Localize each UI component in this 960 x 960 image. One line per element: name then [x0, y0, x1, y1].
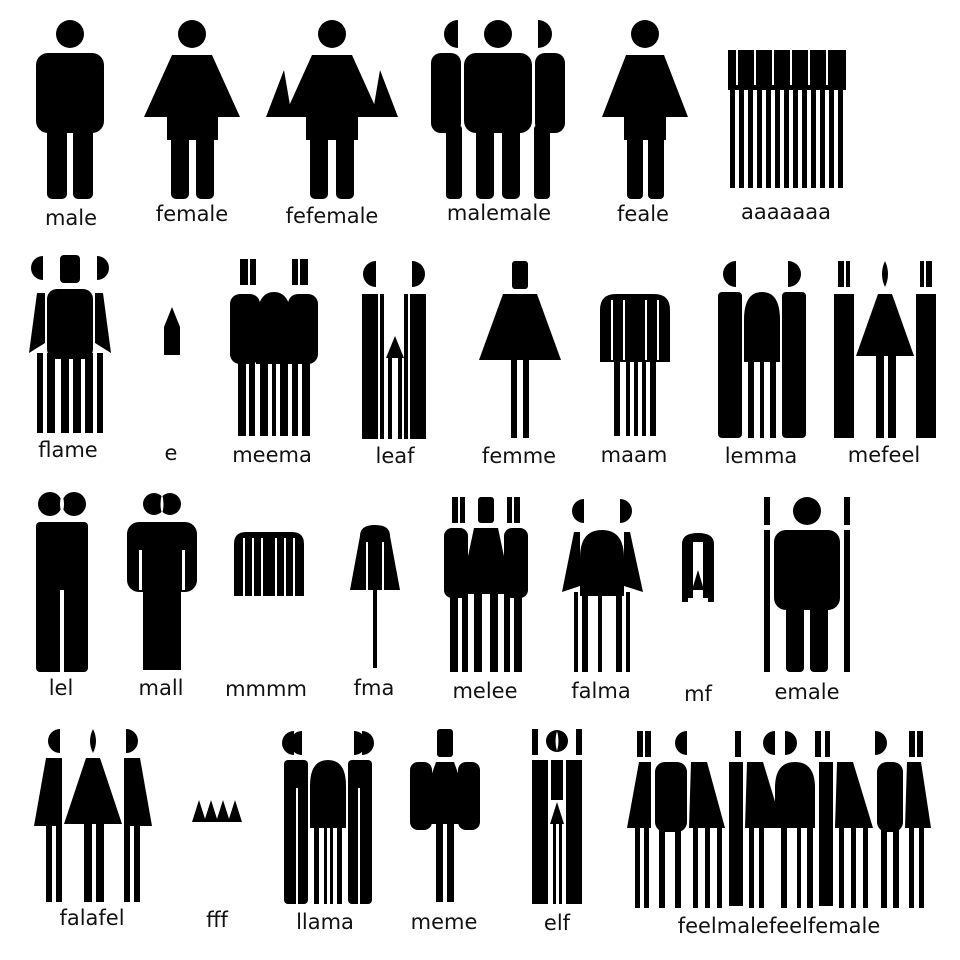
word-label: llama: [296, 910, 354, 934]
word-label: emale: [774, 680, 840, 704]
figure-feelmalefeelfemale: [625, 728, 933, 913]
figure-lel: [33, 490, 91, 675]
mmmm-icon: [234, 532, 304, 596]
mefeel-icon: [834, 261, 936, 438]
figure-falafel: [32, 726, 154, 906]
figure-malemale: [428, 15, 568, 205]
word-label: lemma: [724, 444, 798, 468]
figure-maam: [598, 290, 672, 440]
word-label: lel: [48, 676, 74, 700]
figure-mf: [678, 530, 718, 605]
figure-mall: [125, 490, 199, 675]
word-label: feelmalefeelfemale: [677, 914, 881, 938]
figure-female: [140, 15, 245, 205]
lemma-icon: [718, 261, 806, 438]
figure-aaaaaaa: [725, 45, 850, 195]
malemale-icon: [431, 20, 565, 199]
word-label: meema: [232, 443, 312, 467]
figure-flame: [25, 253, 115, 438]
word-label: e: [164, 441, 178, 465]
figure-mmmm: [232, 530, 306, 600]
figure-melee: [442, 494, 530, 676]
word-label: female: [155, 202, 229, 226]
word-label: elf: [543, 911, 571, 935]
fff-icon: [192, 800, 242, 822]
leaf-icon: [362, 261, 426, 439]
mf-icon: [682, 533, 714, 602]
word-label: falafel: [59, 906, 125, 930]
fma-icon: [350, 525, 400, 668]
word-label: fff: [206, 908, 228, 932]
figure-meema: [228, 256, 320, 441]
word-label: femme: [481, 444, 557, 468]
figure-e: [160, 305, 185, 360]
meema-icon: [230, 259, 318, 436]
figure-feale: [600, 15, 690, 205]
word-label: mall: [138, 676, 184, 700]
word-label: mefeel: [847, 443, 921, 467]
male-icon: [36, 20, 104, 199]
word-label: feale: [617, 202, 669, 226]
flame-icon: [29, 255, 111, 433]
feelmalefeelfemale-icon: [627, 731, 931, 908]
word-label: fma: [353, 676, 395, 700]
figure-fefemale: [262, 15, 402, 205]
word-label: fefemale: [285, 204, 379, 228]
figure-emale: [762, 494, 852, 676]
llama-icon: [282, 731, 374, 904]
word-label: male: [44, 206, 98, 230]
word-label: melee: [452, 679, 518, 703]
figure-leaf: [358, 258, 434, 443]
maam-icon: [600, 294, 670, 436]
mall-icon: [127, 493, 197, 670]
feale-icon: [602, 20, 688, 199]
meme-icon: [410, 729, 480, 902]
word-label: meme: [410, 910, 478, 934]
femme-icon: [479, 261, 561, 438]
word-label: falma: [571, 679, 631, 703]
figure-mefeel: [832, 258, 938, 443]
word-label: flame: [38, 438, 98, 462]
figure-fff: [190, 796, 246, 826]
word-label: leaf: [375, 444, 415, 468]
figure-llama: [282, 728, 374, 908]
figure-fma: [346, 522, 404, 672]
figure-falma: [560, 496, 645, 676]
word-label: aaaaaaa: [740, 200, 832, 224]
falafel-icon: [34, 729, 152, 902]
word-label: mmmm: [225, 677, 307, 701]
figure-lemma: [716, 258, 808, 443]
elf-icon: [532, 729, 582, 904]
melee-icon: [444, 497, 528, 672]
figure-meme: [408, 726, 482, 906]
emale-icon: [764, 497, 850, 672]
female-icon: [144, 20, 240, 199]
aaaaaaa-icon: [728, 50, 846, 188]
word-label: maam: [600, 443, 668, 467]
lel-icon: [36, 492, 88, 672]
word-label: malemale: [446, 201, 552, 225]
figure-male: [30, 15, 110, 205]
e-icon: [164, 307, 180, 355]
word-label: mf: [684, 682, 712, 706]
falma-icon: [562, 499, 643, 672]
fefemale-icon: [266, 20, 398, 199]
figure-elf: [528, 726, 586, 908]
figure-femme: [475, 258, 565, 443]
